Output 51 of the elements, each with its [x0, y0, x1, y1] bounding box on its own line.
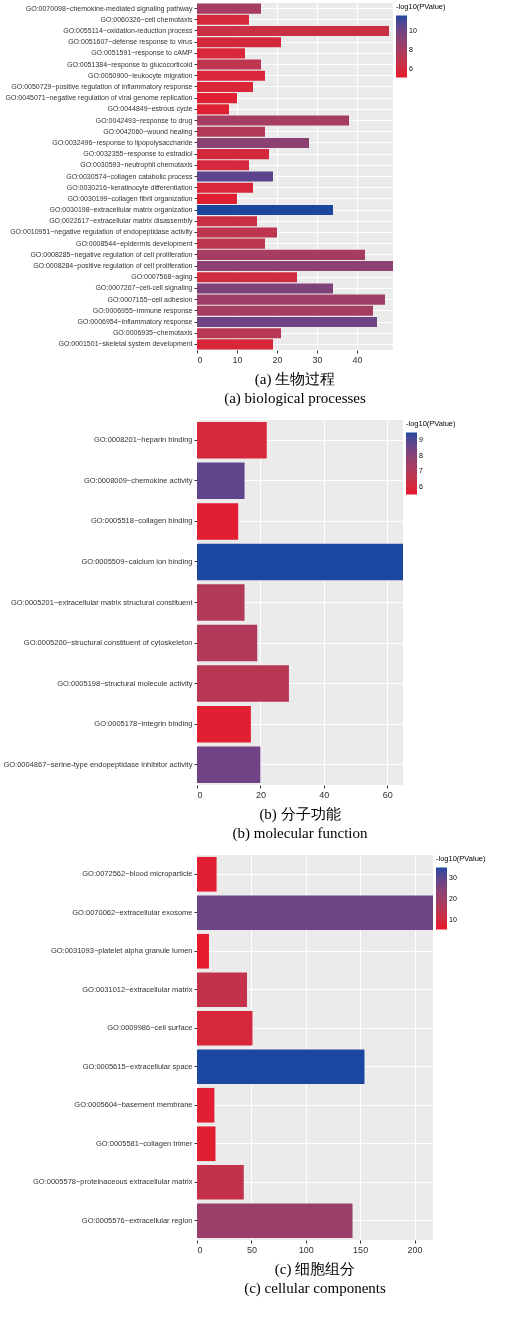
text: (a) 生物过程	[254, 371, 336, 388]
bar	[197, 339, 273, 350]
bar	[197, 503, 239, 540]
x-tick-label: 30	[312, 354, 323, 365]
bar	[197, 316, 377, 328]
bar	[197, 584, 245, 621]
bar	[197, 261, 393, 272]
text: (c) cellular components	[244, 1280, 386, 1297]
bar	[197, 665, 289, 702]
x-tick-label: 40	[352, 354, 363, 365]
bar	[197, 856, 217, 892]
bar	[197, 624, 258, 662]
bar	[197, 462, 245, 500]
x-tick-label: 150	[353, 1244, 369, 1255]
x-tick-label: 50	[246, 1244, 257, 1255]
bar	[197, 746, 261, 783]
bar	[197, 205, 333, 216]
text: (b) molecular function	[232, 825, 368, 842]
bar	[197, 59, 261, 70]
x-tick-label: 100	[298, 1244, 314, 1255]
text: (b) 分子功能	[259, 806, 341, 823]
x-tick-label: 0	[197, 354, 203, 365]
x-tick-label: 40	[319, 789, 330, 800]
bar	[197, 422, 267, 459]
x-tick-label: 20	[255, 789, 266, 800]
bar	[197, 171, 273, 182]
bar	[197, 1164, 244, 1200]
bar	[197, 543, 403, 581]
bar	[197, 3, 261, 14]
bar	[197, 705, 251, 743]
x-tick-label: 200	[407, 1244, 423, 1255]
x-tick-label: 60	[382, 789, 393, 800]
bar	[197, 283, 333, 294]
bar	[197, 1087, 215, 1123]
bar	[197, 272, 297, 283]
bar	[197, 249, 365, 260]
x-tick-label: 0	[197, 1244, 203, 1255]
bar	[197, 972, 248, 1008]
x-tick-label: 20	[272, 354, 283, 365]
bar	[197, 328, 281, 339]
bar	[197, 137, 309, 148]
bar	[197, 1049, 365, 1085]
bar	[197, 1126, 216, 1162]
bar	[197, 895, 433, 931]
x-tick-label: 0	[197, 789, 203, 800]
bar	[197, 1203, 353, 1239]
bar	[197, 933, 209, 969]
text: (c) 细胞组分	[274, 1261, 356, 1278]
text: (a) biological processes	[224, 390, 366, 407]
x-tick-label: 10	[232, 354, 243, 365]
bar	[197, 1010, 253, 1046]
